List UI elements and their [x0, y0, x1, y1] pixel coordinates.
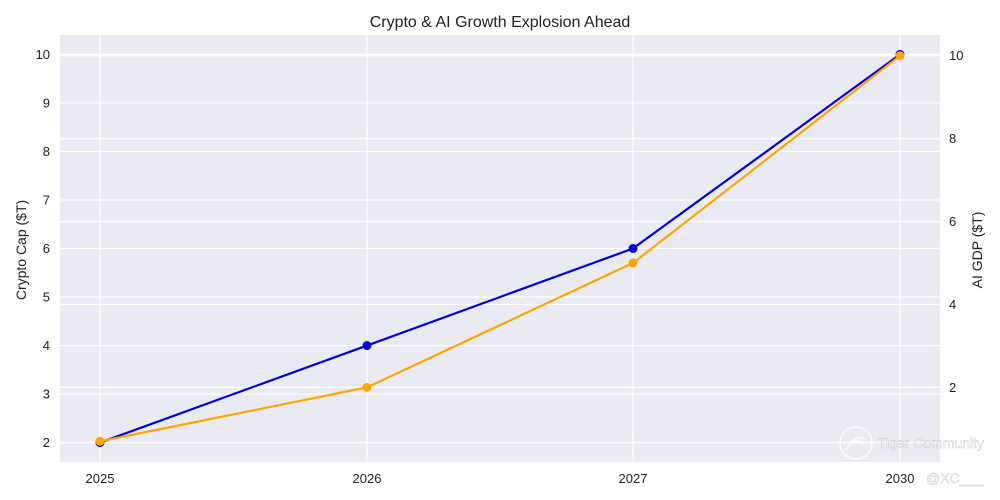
watermark: Tiger Community @XC___: [839, 426, 984, 486]
y-tick-label-left: 5: [43, 290, 50, 305]
y-tick-label-right: 2: [949, 380, 956, 395]
x-tick-label: 2027: [619, 471, 648, 486]
axes: 2025 2026 2027 2030 2 3 4 5 6 7 8 9 10 2 4 6 8 10: [36, 47, 964, 486]
y-tick-label-right: 4: [949, 297, 956, 312]
y-axis-label-right: AI GDP ($T): [969, 212, 985, 289]
data-point-ai-gdp: [95, 436, 105, 446]
y-tick-label-right: 8: [949, 131, 956, 146]
chart-title: Crypto & AI Growth Explosion Ahead: [370, 14, 631, 31]
y-tick-label-left: 7: [43, 192, 50, 207]
tiger-logo-icon-stripe: [845, 436, 867, 451]
data-point-ai-gdp: [362, 382, 372, 392]
y-tick-label-left: 9: [43, 95, 50, 110]
x-tick-label: 2026: [353, 471, 382, 486]
grid: [60, 35, 940, 462]
y-axis-label-left: Crypto Cap ($T): [13, 200, 29, 300]
y-tick-label-left: 8: [43, 144, 50, 159]
data-point-ai-gdp: [628, 258, 638, 268]
watermark-handle: @XC___: [926, 470, 983, 486]
y-tick-label-right: 10: [949, 48, 963, 63]
y-tick-label-right: 6: [949, 214, 956, 229]
data-point-ai-gdp: [895, 51, 905, 61]
series-line-ai-gdp: [99, 54, 901, 443]
x-tick-label: 2030: [886, 471, 915, 486]
series-layer: [95, 49, 905, 448]
tiger-logo-icon: [839, 426, 873, 460]
y-tick-label-left: 2: [43, 435, 50, 450]
y-tick-label-left: 3: [43, 387, 50, 402]
y-tick-label-left: 6: [43, 241, 50, 256]
data-point-crypto-cap: [628, 244, 638, 253]
y-tick-label-left: 10: [36, 47, 50, 62]
data-point-crypto-cap: [362, 341, 372, 351]
watermark-brand: Tiger Community: [878, 435, 984, 451]
x-tick-label: 2025: [86, 471, 115, 486]
y-tick-label-left: 4: [43, 338, 50, 353]
series-line-crypto-cap: [99, 53, 901, 444]
